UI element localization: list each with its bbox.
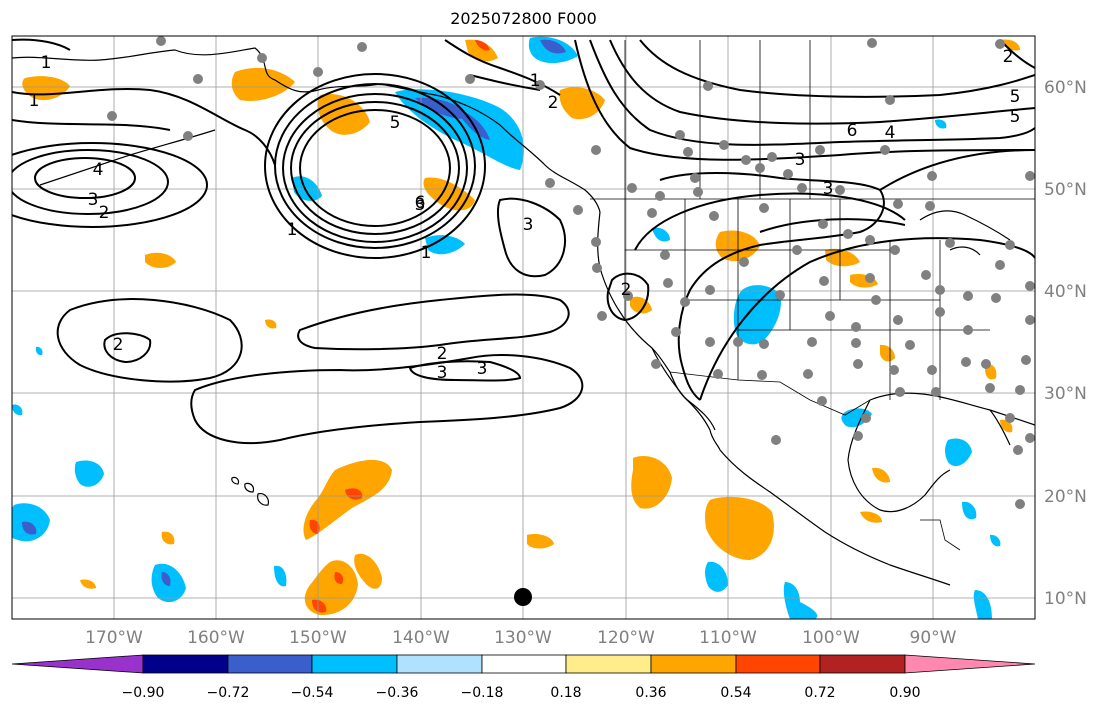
lon-label: 90°W	[910, 628, 957, 648]
contour-label: 1	[287, 220, 298, 240]
contour-label: 5	[390, 113, 401, 133]
colorbar-tick-label: 0.54	[720, 685, 751, 701]
colorbar-segment	[311, 654, 398, 674]
plot-area	[12, 36, 1035, 619]
political-boundaries	[590, 40, 1035, 551]
colorbar-ticks: −0.90 −0.72 −0.54 −0.36 −0.18 0.18 0.36 …	[122, 685, 921, 701]
contour-label: 2	[1003, 47, 1014, 67]
lon-label: 120°W	[597, 628, 655, 648]
colorbar-segment	[142, 654, 229, 674]
contour-label: 4	[93, 160, 104, 180]
colorbar-segment	[565, 654, 652, 674]
colorbar-tick-label: −0.36	[376, 685, 419, 701]
contour-label: 1	[530, 71, 541, 91]
lon-label: 130°W	[494, 628, 552, 648]
colorbar-segment	[650, 654, 737, 674]
contour-label: 3	[795, 150, 806, 170]
lon-label: 170°W	[85, 628, 143, 648]
contour-label: 5	[1010, 107, 1021, 127]
contour-label: 2	[113, 335, 124, 355]
colorbar-tick-label: 0.90	[889, 685, 920, 701]
contour-label: 2	[99, 203, 110, 223]
contour-label: 2	[621, 280, 632, 300]
contours	[12, 38, 1035, 444]
contour-label: 1	[41, 53, 52, 73]
contour-labels: 1 1 2 3 4 2 3 5 6 1 1 2 3 3 2 3 6 3 3 4 …	[29, 47, 1021, 383]
lat-label: 20°N	[1044, 487, 1087, 507]
contour-label: 6	[415, 193, 426, 213]
contour-label: 2	[437, 344, 448, 364]
colorbar-segment	[396, 654, 483, 674]
lat-label: 50°N	[1044, 180, 1087, 200]
plot-frame	[11, 35, 1036, 620]
lat-label: 10°N	[1044, 589, 1087, 609]
colorbar-segment	[819, 654, 906, 674]
contour-label: 4	[885, 123, 896, 143]
lon-label: 160°W	[187, 628, 245, 648]
lon-label: 150°W	[289, 628, 347, 648]
shade-darkblue-gulf	[415, 97, 470, 119]
contour-label: 6	[847, 121, 858, 141]
map-title: 2025072800 F000	[450, 9, 597, 28]
contour-label: 2	[548, 93, 559, 113]
colorbar-tick-label: 0.18	[550, 685, 581, 701]
colorbar-segment	[481, 654, 567, 674]
location-marker	[514, 588, 532, 606]
lat-label: 40°N	[1044, 282, 1087, 302]
lon-label: 110°W	[699, 628, 757, 648]
colorbar-tick-label: −0.18	[461, 685, 504, 701]
colorbar-segment	[735, 654, 821, 674]
latitude-labels: 60°N 50°N 40°N 30°N 20°N 10°N	[1044, 78, 1087, 609]
contour-label: 5	[1010, 87, 1021, 107]
contour-label: 3	[477, 359, 488, 379]
colorbar-extend-high	[904, 654, 1036, 674]
colorbar	[11, 654, 1036, 674]
contour-label: 3	[437, 363, 448, 383]
contour-label: 1	[421, 243, 432, 263]
contour-label: 3	[88, 190, 99, 210]
colorbar-tick-label: −0.54	[291, 685, 334, 701]
lat-label: 60°N	[1044, 78, 1087, 98]
contour-label: 3	[415, 195, 426, 215]
colorbar-tick-label: 0.72	[804, 685, 835, 701]
colorbar-tick-label: 0.36	[635, 685, 666, 701]
contour-label: 1	[29, 91, 40, 111]
colorbar-tick-label: −0.90	[122, 685, 165, 701]
lon-label: 140°W	[392, 628, 450, 648]
lon-label: 100°W	[802, 628, 860, 648]
station-markers	[107, 36, 1035, 509]
longitude-labels: 170°W 160°W 150°W 140°W 130°W 120°W 110°…	[85, 628, 957, 648]
colorbar-segment	[227, 654, 313, 674]
colorbar-tick-label: −0.72	[207, 685, 250, 701]
lat-label: 30°N	[1044, 384, 1087, 404]
colorbar-extend-low	[11, 654, 144, 674]
contour-label: 3	[523, 215, 534, 235]
contour-label: 3	[823, 179, 834, 199]
shade-blue-gulf	[395, 89, 524, 170]
